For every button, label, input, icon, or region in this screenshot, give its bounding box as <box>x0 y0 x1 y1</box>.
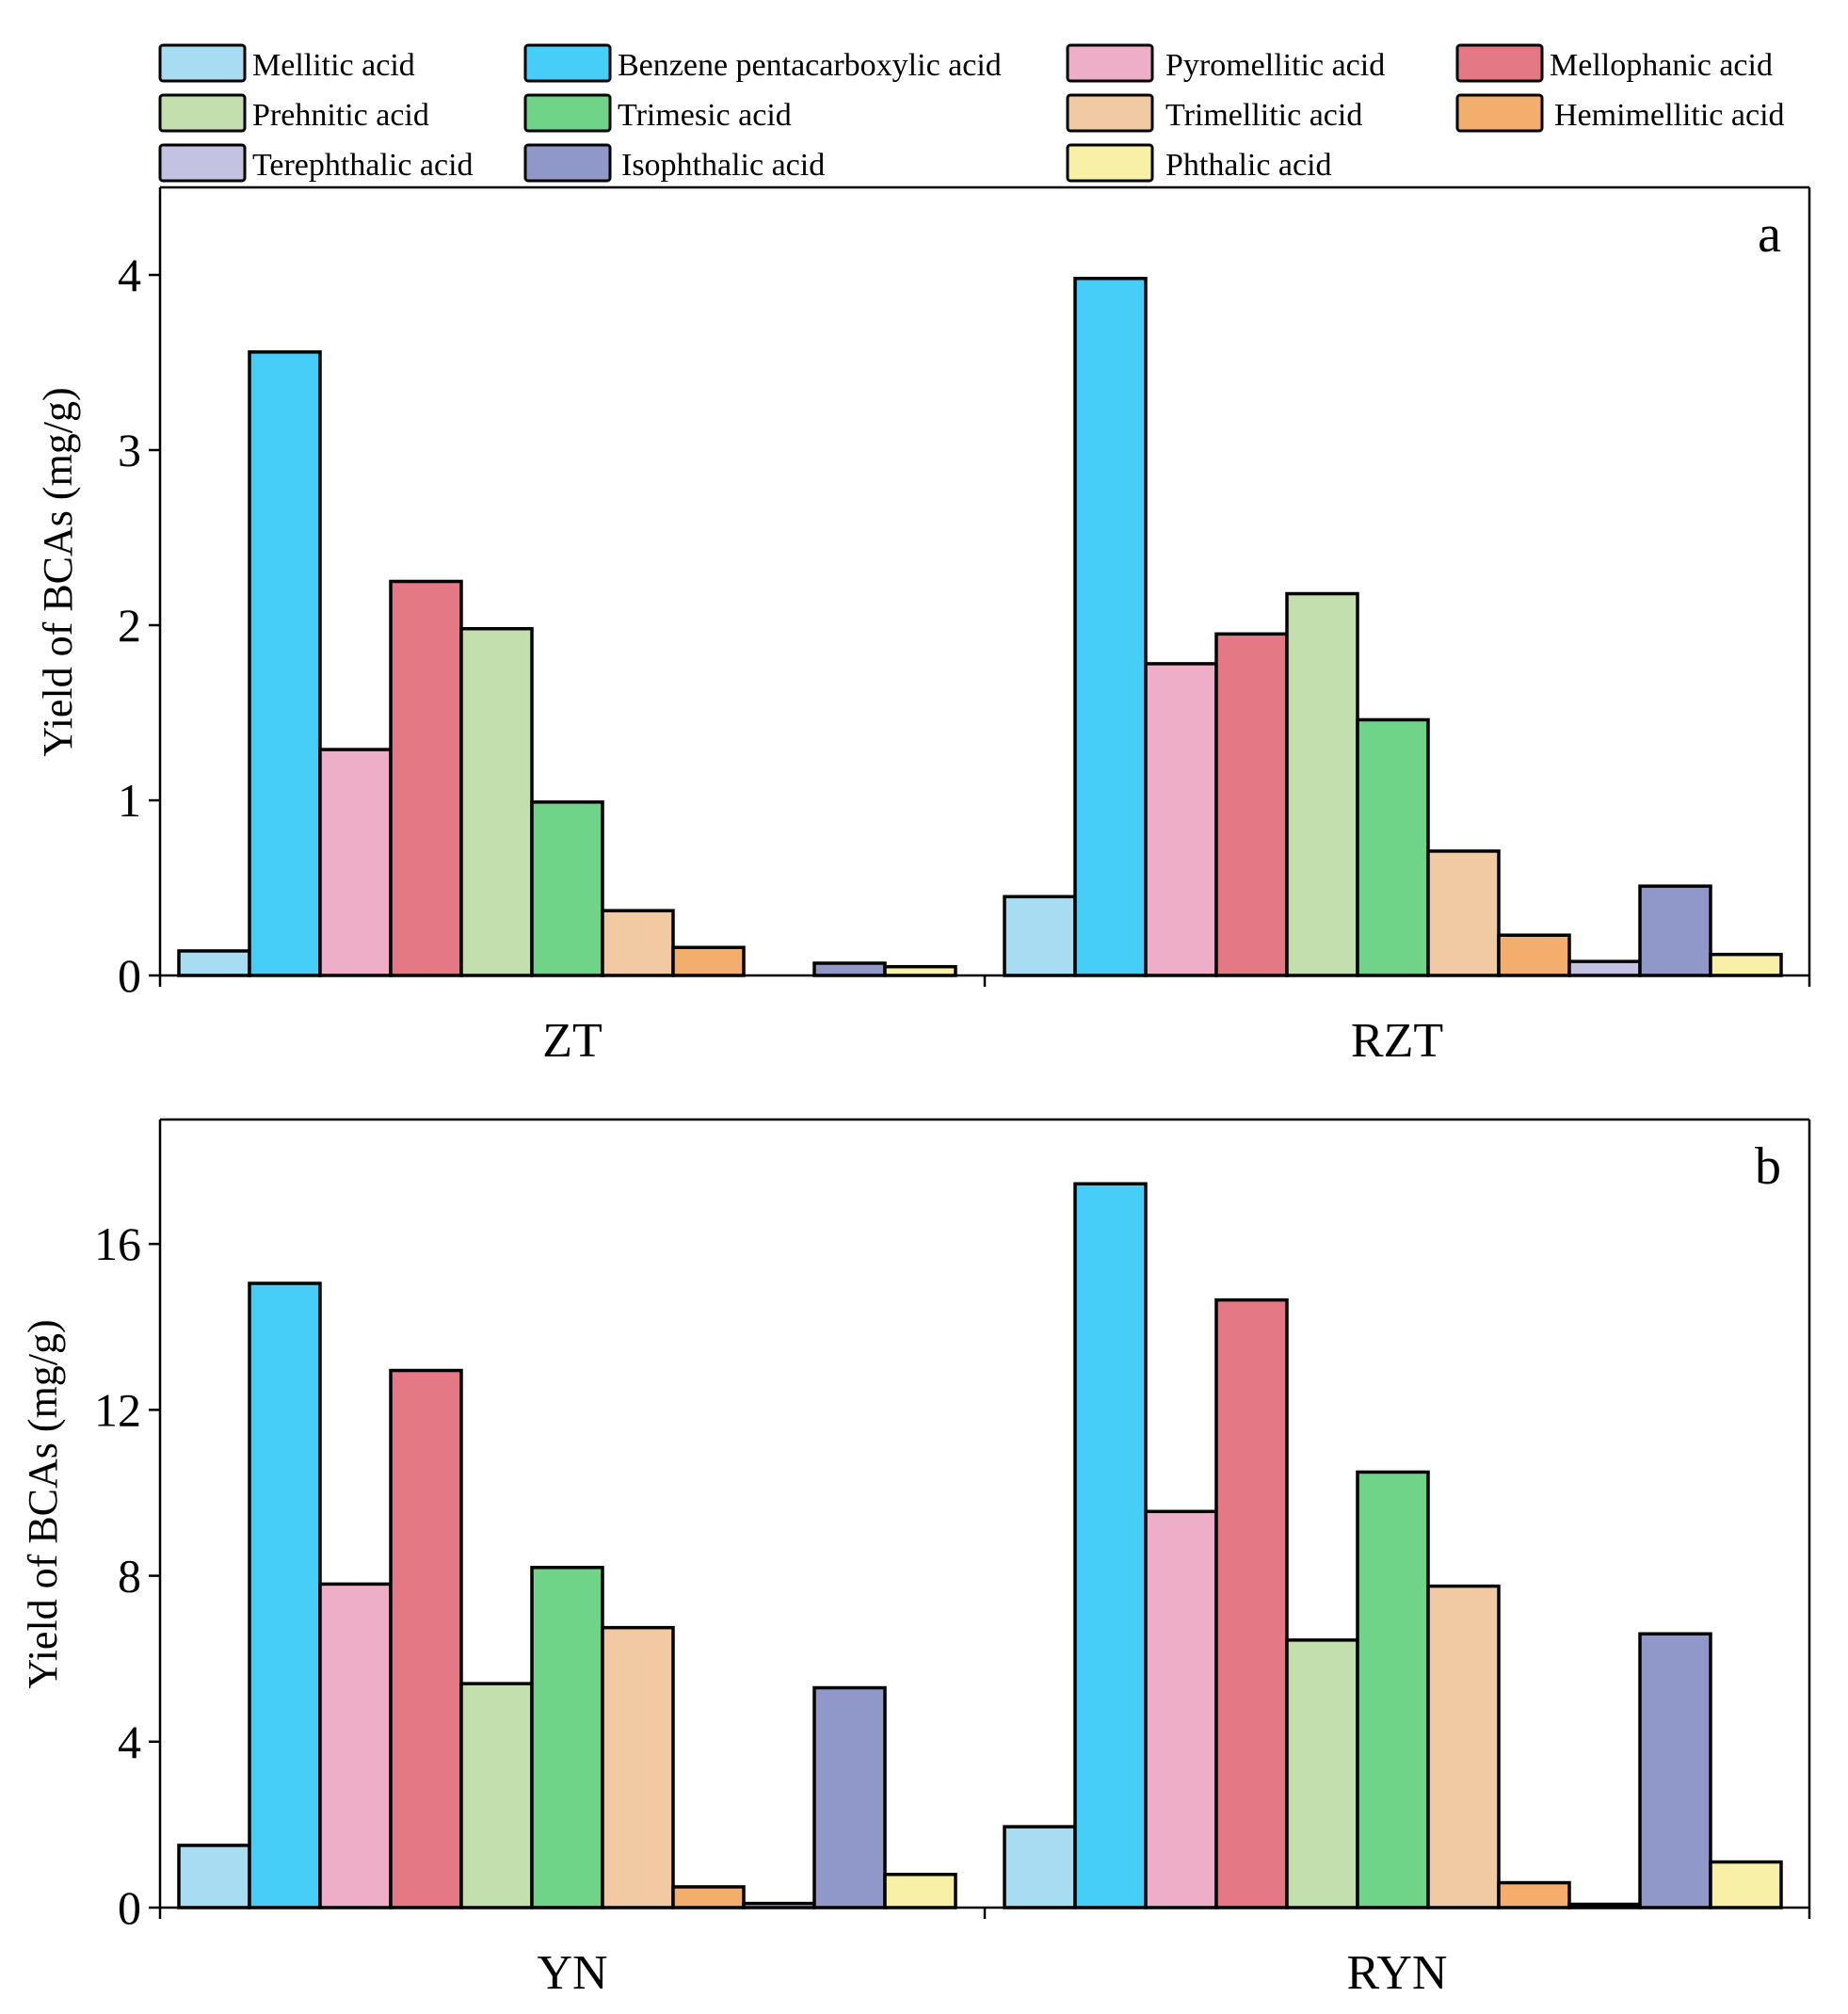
bar-rzt-mellitic-acid <box>1003 894 1077 977</box>
bar-rzt-terephthalic-acid <box>1567 959 1642 977</box>
legend-swatch-mellophanic <box>1455 43 1544 83</box>
legend-swatch-trimellitic <box>1066 93 1154 133</box>
legend-swatch-terephthalic <box>158 143 247 183</box>
y-tick-label: 2 <box>118 599 141 652</box>
bar-yn-mellitic-acid <box>177 1844 251 1909</box>
panel-letter: a <box>1758 205 1781 264</box>
bar-ryn-phthalic-acid <box>1709 1860 1783 1909</box>
y-tick-label: 0 <box>118 1881 141 1934</box>
legend-label-phthalic: Phthalic acid <box>1165 148 1332 183</box>
bar-rzt-mellophanic-acid <box>1214 632 1289 977</box>
bar-zt-mellophanic-acid <box>389 579 463 977</box>
bar-yn-mellophanic-acid <box>389 1368 463 1909</box>
legend-swatch-mellitic <box>158 43 247 83</box>
bar-zt-mellitic-acid <box>177 949 251 977</box>
bar-yn-hemimellitic-acid <box>671 1885 746 1909</box>
bar-ryn-prehnitic-acid <box>1285 1638 1359 1909</box>
legend-swatch-prehnitic <box>158 93 247 133</box>
bar-ryn-benzene-pentacarboxylic-acid <box>1073 1182 1148 1909</box>
bar-ryn-mellophanic-acid <box>1214 1297 1289 1909</box>
chart-panel-a: 0 1 2 3 4 ZT RZT Yield of BCAs (mg/g) a <box>35 185 1811 1068</box>
legend-label-hemimellitic: Hemimellitic acid <box>1554 98 1785 133</box>
bar-rzt-trimesic-acid <box>1356 717 1430 977</box>
legend-label-trimellitic: Trimellitic acid <box>1165 98 1362 133</box>
bar-yn-isophthalic-acid <box>812 1685 887 1909</box>
bar-rzt-isophthalic-acid <box>1638 884 1712 977</box>
bar-rzt-hemimellitic-acid <box>1497 933 1571 977</box>
bar-rzt-prehnitic-acid <box>1285 591 1359 977</box>
bar-ryn-isophthalic-acid <box>1638 1632 1712 1909</box>
chart-panel-b: 0 4 8 12 16 YN RYN Yield of BCAs (mg/g) b <box>20 1118 1811 2000</box>
bar-zt-phthalic-acid <box>883 964 957 977</box>
bar-zt-trimellitic-acid <box>601 909 675 977</box>
bar-zt-pyromellitic-acid <box>318 748 393 977</box>
legend-label-benzene-pentacarboxylic: Benzene pentacarboxylic acid <box>618 48 1002 83</box>
bar-zt-prehnitic-acid <box>459 626 534 977</box>
legend-swatch-trimesic <box>523 93 612 133</box>
legend-label-pyromellitic: Pyromellitic acid <box>1165 48 1385 83</box>
x-category-label: RZT <box>1351 1014 1443 1068</box>
y-tick-label: 4 <box>118 249 141 301</box>
legend-label-trimesic: Trimesic acid <box>618 98 792 133</box>
legend: Mellitic acid Prehnitic acid Terephthali… <box>158 43 1785 183</box>
bar-zt-benzene-pentacarboxylic-acid <box>248 350 322 977</box>
legend-label-mellitic: Mellitic acid <box>252 48 415 83</box>
bar-rzt-benzene-pentacarboxylic-acid <box>1073 276 1148 977</box>
bar-ryn-hemimellitic-acid <box>1497 1880 1571 1909</box>
x-category-label: ZT <box>542 1014 603 1068</box>
y-tick-label: 4 <box>118 1716 141 1768</box>
bar-ryn-trimesic-acid <box>1356 1470 1430 1909</box>
legend-swatch-pyromellitic <box>1066 43 1154 83</box>
bar-zt-trimesic-acid <box>530 800 604 977</box>
bar-zt-hemimellitic-acid <box>671 945 746 977</box>
bar-rzt-pyromellitic-acid <box>1144 662 1218 977</box>
bar-rzt-phthalic-acid <box>1709 952 1783 977</box>
bar-yn-trimellitic-acid <box>601 1625 675 1909</box>
legend-swatch-isophthalic <box>523 143 612 183</box>
legend-swatch-phthalic <box>1066 143 1154 183</box>
y-tick-label: 16 <box>94 1217 141 1270</box>
bar-yn-prehnitic-acid <box>459 1682 534 1909</box>
bar-rzt-trimellitic-acid <box>1426 849 1501 977</box>
x-category-label: YN <box>537 1946 607 2000</box>
bar-ryn-trimellitic-acid <box>1426 1584 1501 1909</box>
bar-yn-phthalic-acid <box>883 1873 957 1909</box>
y-axis-label: Yield of BCAs (mg/g) <box>35 387 81 756</box>
legend-label-mellophanic: Mellophanic acid <box>1550 48 1773 83</box>
bar-yn-benzene-pentacarboxylic-acid <box>248 1281 322 1909</box>
y-tick-label: 1 <box>118 774 141 827</box>
legend-label-prehnitic: Prehnitic acid <box>252 98 429 133</box>
legend-swatch-hemimellitic <box>1455 93 1544 133</box>
bar-zt-isophthalic-acid <box>812 961 887 977</box>
legend-label-terephthalic: Terephthalic acid <box>252 148 474 183</box>
y-tick-label: 3 <box>118 424 141 476</box>
panel-letter: b <box>1755 1137 1781 1196</box>
bar-yn-trimesic-acid <box>530 1566 604 1909</box>
y-axis-label: Yield of BCAs (mg/g) <box>20 1319 66 1688</box>
legend-swatch-benzene-pentacarboxylic <box>523 43 612 83</box>
x-category-label: RYN <box>1347 1946 1448 2000</box>
bar-ryn-mellitic-acid <box>1003 1825 1077 1909</box>
legend-label-isophthalic: Isophthalic acid <box>621 148 825 183</box>
y-tick-label: 12 <box>94 1383 141 1436</box>
bar-yn-pyromellitic-acid <box>318 1582 393 1909</box>
y-tick-label: 0 <box>118 949 141 1002</box>
bar-ryn-pyromellitic-acid <box>1144 1509 1218 1909</box>
y-tick-label: 8 <box>118 1550 141 1603</box>
